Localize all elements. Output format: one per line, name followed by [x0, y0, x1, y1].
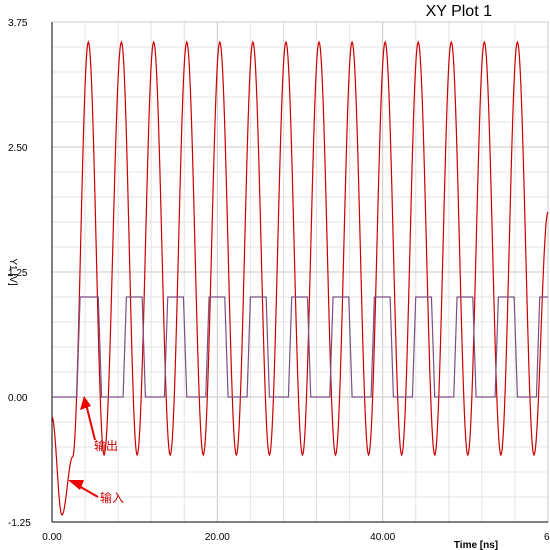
y-tick-label: 2.50 — [8, 143, 28, 154]
annotation-output: 输出 — [94, 438, 118, 453]
x-axis-label: Time [ns] — [454, 540, 498, 550]
output-arrow-head — [80, 396, 91, 410]
y-tick-label: 3.75 — [8, 18, 28, 29]
y-tick-label: -1.25 — [8, 518, 31, 529]
chart-title: XY Plot 1 — [426, 3, 493, 20]
y-tick-label: 1.25 — [8, 268, 28, 279]
grid — [51, 21, 549, 523]
x-tick-labels: 0.00 20.00 40.00 60.00 — [42, 532, 550, 543]
x-tick-label: 0.00 — [42, 532, 62, 543]
plot-frame — [51, 22, 548, 523]
y-tick-label: 0.00 — [8, 393, 28, 404]
annotations: 输出 输入 — [68, 396, 124, 505]
series-input-line — [52, 296, 548, 398]
x-tick-label: 60.00 — [544, 532, 550, 543]
input-arrow-head — [68, 480, 84, 490]
annotation-input: 输入 — [100, 490, 124, 505]
y-axis-label: Y1 [V] — [7, 258, 18, 285]
series-layer — [52, 40, 549, 516]
series-output-line — [52, 40, 549, 516]
y-tick-labels: -1.25 0.00 1.25 2.50 3.75 — [8, 18, 31, 529]
x-tick-label: 20.00 — [205, 532, 230, 543]
x-tick-label: 40.00 — [370, 532, 395, 543]
